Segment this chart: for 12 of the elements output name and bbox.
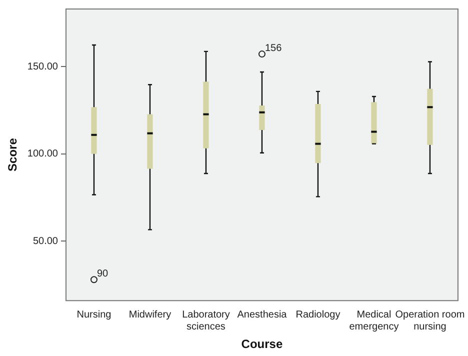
x-tick-label: Anesthesia: [237, 309, 288, 320]
y-tick-label: 50.00: [32, 236, 58, 247]
y-axis-title: Score: [6, 138, 20, 172]
y-tick-label: 150.00: [27, 61, 58, 72]
annotation: 156: [264, 42, 282, 54]
x-tick-label: Nursing: [76, 309, 112, 320]
y-tick-label: 100.00: [27, 148, 58, 160]
x-axis-title: Course: [241, 337, 283, 352]
x-tick-label: Radiology: [296, 309, 340, 320]
annotation: 90: [96, 268, 109, 280]
x-tick-label: Midwifery: [128, 309, 172, 320]
x-tick-label: Laboratory sciences: [182, 309, 230, 332]
